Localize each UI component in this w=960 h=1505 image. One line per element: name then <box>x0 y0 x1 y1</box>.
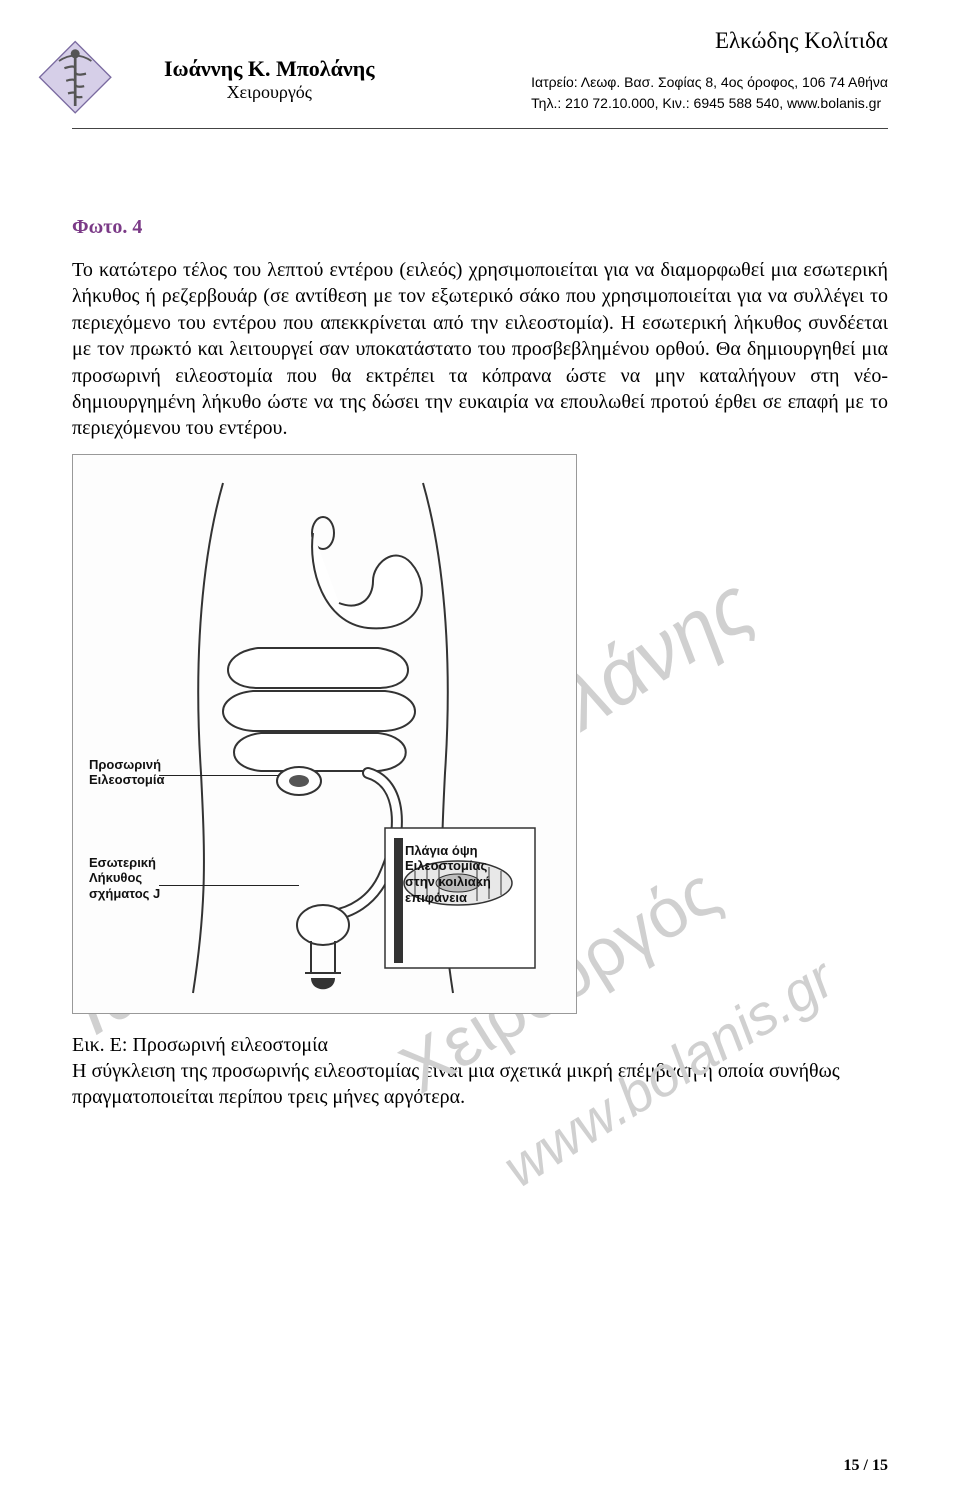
torso-diagram-icon <box>163 473 563 1003</box>
page-content: Φωτο. 4 Το κατώτερο τέλος του λεπτού εντ… <box>72 216 888 1110</box>
document-title: Ελκώδης Κολίτιδα <box>715 28 888 54</box>
figure-label-jpouch: Εσωτερική Λήκυθος σχήματος J <box>89 855 179 902</box>
page-header: Ελκώδης Κολίτιδα Ιωάννης Κ. Μπολάνης Χει… <box>72 28 888 138</box>
contact-phone: Τηλ.: 210 72.10.000, Κιν.: 6945 588 540,… <box>531 93 888 114</box>
medical-illustration: Προσωρινή Ειλεοστομία Εσωτερική Λήκυθος … <box>72 454 577 1014</box>
figure-label-sideview: Πλάγια όψη Ειλεοστομίας στην κοιλιακή επ… <box>405 843 500 905</box>
leader-line <box>159 885 299 886</box>
photo-heading: Φωτο. 4 <box>72 216 888 239</box>
doctor-name: Ιωάννης Κ. Μπολάνης <box>164 56 374 82</box>
caduceus-logo-icon <box>32 34 122 129</box>
leader-line <box>159 775 279 776</box>
contact-info: Ιατρείο: Λεωφ. Βασ. Σοφίας 8, 4ος όροφος… <box>531 72 888 114</box>
header-divider <box>72 128 888 129</box>
figure-caption-title: Εικ. Ε: Προσωρινή ειλεοστομία <box>72 1032 888 1058</box>
body-paragraph: Το κατώτερο τέλος του λεπτού εντέρου (ει… <box>72 257 888 442</box>
figure-caption-body: Η σύγκλειση της προσωρινής ειλεοστομίας … <box>72 1058 888 1110</box>
contact-address: Ιατρείο: Λεωφ. Βασ. Σοφίας 8, 4ος όροφος… <box>531 72 888 93</box>
figure-label-ileostomy: Προσωρινή Ειλεοστομία <box>89 757 179 788</box>
page-number: 15 / 15 <box>844 1457 888 1475</box>
doctor-role: Χειρουργός <box>164 82 374 103</box>
